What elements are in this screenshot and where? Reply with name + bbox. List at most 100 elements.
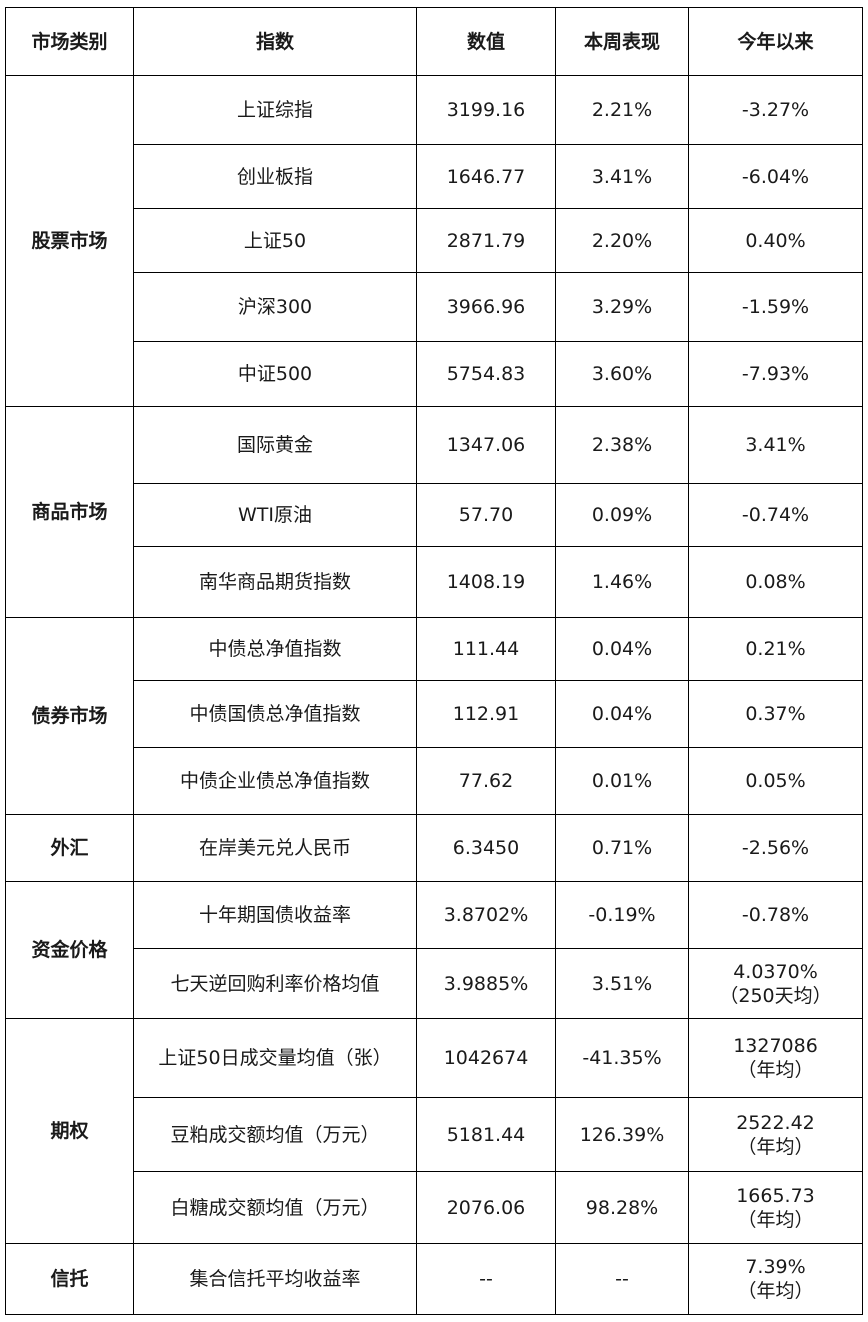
ytd-value: 1665.73 [736, 1184, 815, 1207]
header-ytd: 今年以来 [688, 7, 863, 76]
week-cell: 3.60% [555, 341, 689, 407]
table-row: 中债国债总净值指数 112.91 0.04% 0.37% [6, 680, 863, 748]
value-cell: 1646.77 [416, 144, 556, 209]
value-cell: 3.9885% [416, 948, 556, 1019]
category-cell: 外汇 [5, 814, 134, 882]
table-row: 股票市场 上证综指 3199.16 2.21% -3.27% [5, 75, 863, 407]
week-cell: 2.38% [555, 406, 689, 484]
ytd-value: 2522.42 [736, 1111, 815, 1134]
ytd-note: （年均） [737, 1059, 814, 1081]
table-row: 债券市场 中债总净值指数 111.44 0.04% 0.21% [5, 617, 863, 815]
ytd-note: （年均） [737, 1280, 814, 1302]
category-cell: 股票市场 [5, 75, 134, 407]
week-cell: 2.21% [555, 75, 689, 145]
ytd-cell: 1327086 （年均） [688, 1018, 863, 1098]
value-cell: 6.3450 [416, 814, 556, 882]
index-cell: 集合信托平均收益率 [133, 1243, 417, 1315]
value-cell: 57.70 [416, 483, 556, 547]
table-row: 白糖成交额均值（万元） 2076.06 98.28% 1665.73 （年均） [6, 1171, 863, 1244]
table-row: 七天逆回购利率价格均值 3.9885% 3.51% 4.0370% （250天均… [6, 948, 863, 1019]
week-cell: -41.35% [555, 1018, 689, 1098]
week-cell: 0.09% [555, 483, 689, 547]
week-cell: 3.29% [555, 272, 689, 342]
value-cell: 112.91 [416, 680, 556, 748]
value-cell: 1347.06 [416, 406, 556, 484]
index-cell: 白糖成交额均值（万元） [133, 1171, 417, 1244]
ytd-value: 7.39% [745, 1256, 806, 1278]
ytd-cell: -3.27% [688, 75, 863, 145]
value-cell: -- [416, 1243, 556, 1315]
week-cell: 3.41% [555, 144, 689, 209]
week-cell: 1.46% [555, 546, 689, 618]
ytd-cell: 4.0370% （250天均） [688, 948, 863, 1019]
ytd-cell: -0.78% [688, 881, 863, 949]
table-row: 上证50 2871.79 2.20% 0.40% [6, 208, 863, 273]
table-row: 商品市场 国际黄金 1347.06 2.38% 3.41% [5, 406, 863, 618]
value-cell: 2871.79 [416, 208, 556, 273]
category-cell: 期权 [5, 1018, 134, 1244]
index-cell: 七天逆回购利率价格均值 [133, 948, 417, 1019]
index-cell: 中债总净值指数 [133, 617, 417, 681]
ytd-value: 1327086 [733, 1035, 818, 1057]
category-cell: 债券市场 [5, 617, 134, 815]
ytd-cell: -2.56% [688, 814, 863, 882]
index-cell: 十年期国债收益率 [133, 881, 417, 949]
index-cell: 豆粕成交额均值（万元） [133, 1097, 417, 1172]
ytd-cell: 0.37% [688, 680, 863, 748]
index-cell: 中债企业债总净值指数 [133, 747, 417, 815]
table-row: 沪深300 3966.96 3.29% -1.59% [6, 272, 863, 342]
week-cell: 0.04% [555, 617, 689, 681]
value-cell: 3966.96 [416, 272, 556, 342]
ytd-cell: 0.40% [688, 208, 863, 273]
value-cell: 5754.83 [416, 341, 556, 407]
week-cell: -0.19% [555, 881, 689, 949]
week-cell: 0.01% [555, 747, 689, 815]
market-summary-table: 市场类别 指数 数值 本周表现 今年以来 股票市场 上证综指 3199.16 2… [5, 7, 863, 1315]
ytd-value: 4.0370% [733, 960, 818, 983]
table-row: 南华商品期货指数 1408.19 1.46% 0.08% [6, 546, 863, 618]
value-cell: 3.8702% [416, 881, 556, 949]
index-cell: WTI原油 [133, 483, 417, 547]
category-cell: 商品市场 [5, 406, 134, 618]
value-cell: 2076.06 [416, 1171, 556, 1244]
ytd-cell: 7.39% （年均） [688, 1243, 863, 1315]
value-cell: 1042674 [416, 1018, 556, 1098]
header-week: 本周表现 [555, 7, 689, 76]
ytd-cell: 0.21% [688, 617, 863, 681]
value-cell: 5181.44 [416, 1097, 556, 1172]
ytd-cell: 3.41% [688, 406, 863, 484]
ytd-cell: -7.93% [688, 341, 863, 407]
table-row: WTI原油 57.70 0.09% -0.74% [6, 483, 863, 547]
index-cell: 沪深300 [133, 272, 417, 342]
ytd-cell: 1665.73 （年均） [688, 1171, 863, 1244]
index-cell: 中证500 [133, 341, 417, 407]
table-row: 创业板指 1646.77 3.41% -6.04% [6, 144, 863, 209]
week-cell: 2.20% [555, 208, 689, 273]
ytd-cell: 2522.42 （年均） [688, 1097, 863, 1172]
ytd-note: （年均） [737, 1135, 814, 1158]
index-cell: 创业板指 [133, 144, 417, 209]
table-row: 豆粕成交额均值（万元） 5181.44 126.39% 2522.42 （年均） [6, 1097, 863, 1172]
value-cell: 3199.16 [416, 75, 556, 145]
category-cell: 信托 [5, 1243, 134, 1315]
index-cell: 在岸美元兑人民币 [133, 814, 417, 882]
value-cell: 77.62 [416, 747, 556, 815]
table-row: 外汇 在岸美元兑人民币 6.3450 0.71% -2.56% [5, 814, 863, 882]
ytd-cell: -6.04% [688, 144, 863, 209]
week-cell: 98.28% [555, 1171, 689, 1244]
ytd-cell: 0.08% [688, 546, 863, 618]
category-cell: 资金价格 [5, 881, 134, 1019]
value-cell: 1408.19 [416, 546, 556, 618]
table-row: 期权 上证50日成交量均值（张） 1042674 -41.35% 1327086… [5, 1018, 863, 1244]
index-cell: 上证综指 [133, 75, 417, 145]
week-cell: 0.71% [555, 814, 689, 882]
header-index: 指数 [133, 7, 417, 76]
header-value: 数值 [416, 7, 556, 76]
index-cell: 上证50 [133, 208, 417, 273]
table-row: 信托 集合信托平均收益率 -- -- 7.39% （年均） [5, 1243, 863, 1315]
index-cell: 中债国债总净值指数 [133, 680, 417, 748]
value-cell: 111.44 [416, 617, 556, 681]
ytd-cell: 0.05% [688, 747, 863, 815]
ytd-note: （250天均） [719, 984, 832, 1007]
table-row: 资金价格 十年期国债收益率 3.8702% -0.19% -0.78% [5, 881, 863, 1019]
